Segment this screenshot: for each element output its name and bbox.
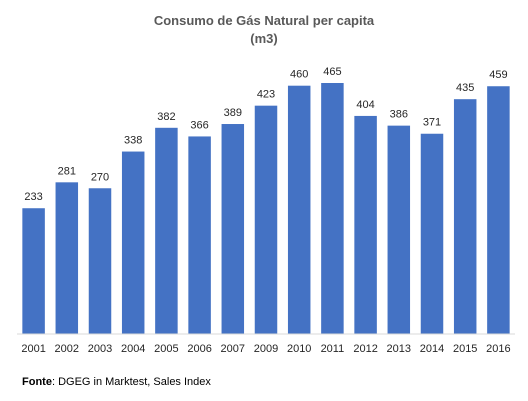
data-label-2005: 382 <box>157 111 175 123</box>
source-label: Fonte <box>22 376 52 388</box>
bar-2010 <box>287 85 311 334</box>
data-label-2009: 423 <box>257 89 275 101</box>
bar-2005 <box>155 127 178 334</box>
data-label-2014: 371 <box>423 117 441 129</box>
data-label-2010: 460 <box>290 69 308 81</box>
data-label-2006: 366 <box>190 119 208 131</box>
chart-subtitle: (m3) <box>250 31 277 46</box>
source-note: Fonte: DGEG in Marktest, Sales Index <box>22 376 211 388</box>
bar-2009 <box>254 105 278 334</box>
x-tick-label-2001: 2001 <box>21 343 45 355</box>
data-label-2015: 435 <box>456 82 474 94</box>
x-tick-label-2010: 2010 <box>287 343 311 355</box>
bar-2015 <box>453 99 477 334</box>
bar-2007 <box>221 124 245 335</box>
data-label-2013: 386 <box>390 109 408 121</box>
x-tick-label-2003: 2003 <box>88 343 112 355</box>
x-tick-label-2002: 2002 <box>55 343 79 355</box>
x-tick-label-2011: 2011 <box>321 343 345 355</box>
data-label-2001: 233 <box>24 191 42 203</box>
data-label-2016: 459 <box>489 69 507 81</box>
data-label-2003: 270 <box>91 171 109 183</box>
bar-2012 <box>354 115 377 335</box>
bars-group <box>22 83 510 335</box>
bar-2006 <box>188 136 211 334</box>
bar-2004 <box>121 151 145 334</box>
x-tick-label-2012: 2012 <box>353 343 377 355</box>
chart-title: Consumo de Gás Natural per capita <box>154 13 375 28</box>
x-tick-label-2004: 2004 <box>121 343 145 355</box>
data-label-2012: 404 <box>356 99 374 111</box>
tick-labels-group: 2001 2002 2003 2004 2005 2006 2007 2009 2010 2011… <box>21 343 510 355</box>
bar-2014 <box>420 133 444 334</box>
data-label-2002: 281 <box>58 165 76 177</box>
x-tick-label-2013: 2013 <box>387 343 411 355</box>
bar-2001 <box>22 208 45 334</box>
bar-2013 <box>387 125 411 334</box>
x-tick-label-2006: 2006 <box>187 343 211 355</box>
data-label-2004: 338 <box>124 135 142 147</box>
bar-2002 <box>55 182 79 334</box>
x-tick-label-2007: 2007 <box>221 343 245 355</box>
bar-2003 <box>88 188 112 334</box>
bar-2016 <box>487 86 510 335</box>
source-text: : DGEG in Marktest, Sales Index <box>51 376 211 388</box>
x-tick-label-2014: 2014 <box>420 343 444 355</box>
x-tick-label-2016: 2016 <box>486 343 510 355</box>
value-labels-group: 233 281 270 338 382 366 389 423 460 465 404 386 371 4… <box>24 66 507 203</box>
data-label-2007: 389 <box>224 107 242 119</box>
x-tick-label-2009: 2009 <box>254 343 278 355</box>
x-tick-label-2015: 2015 <box>453 343 477 355</box>
bar-2011 <box>321 83 344 334</box>
x-tick-label-2005: 2005 <box>154 343 178 355</box>
data-label-2011: 465 <box>323 66 341 78</box>
